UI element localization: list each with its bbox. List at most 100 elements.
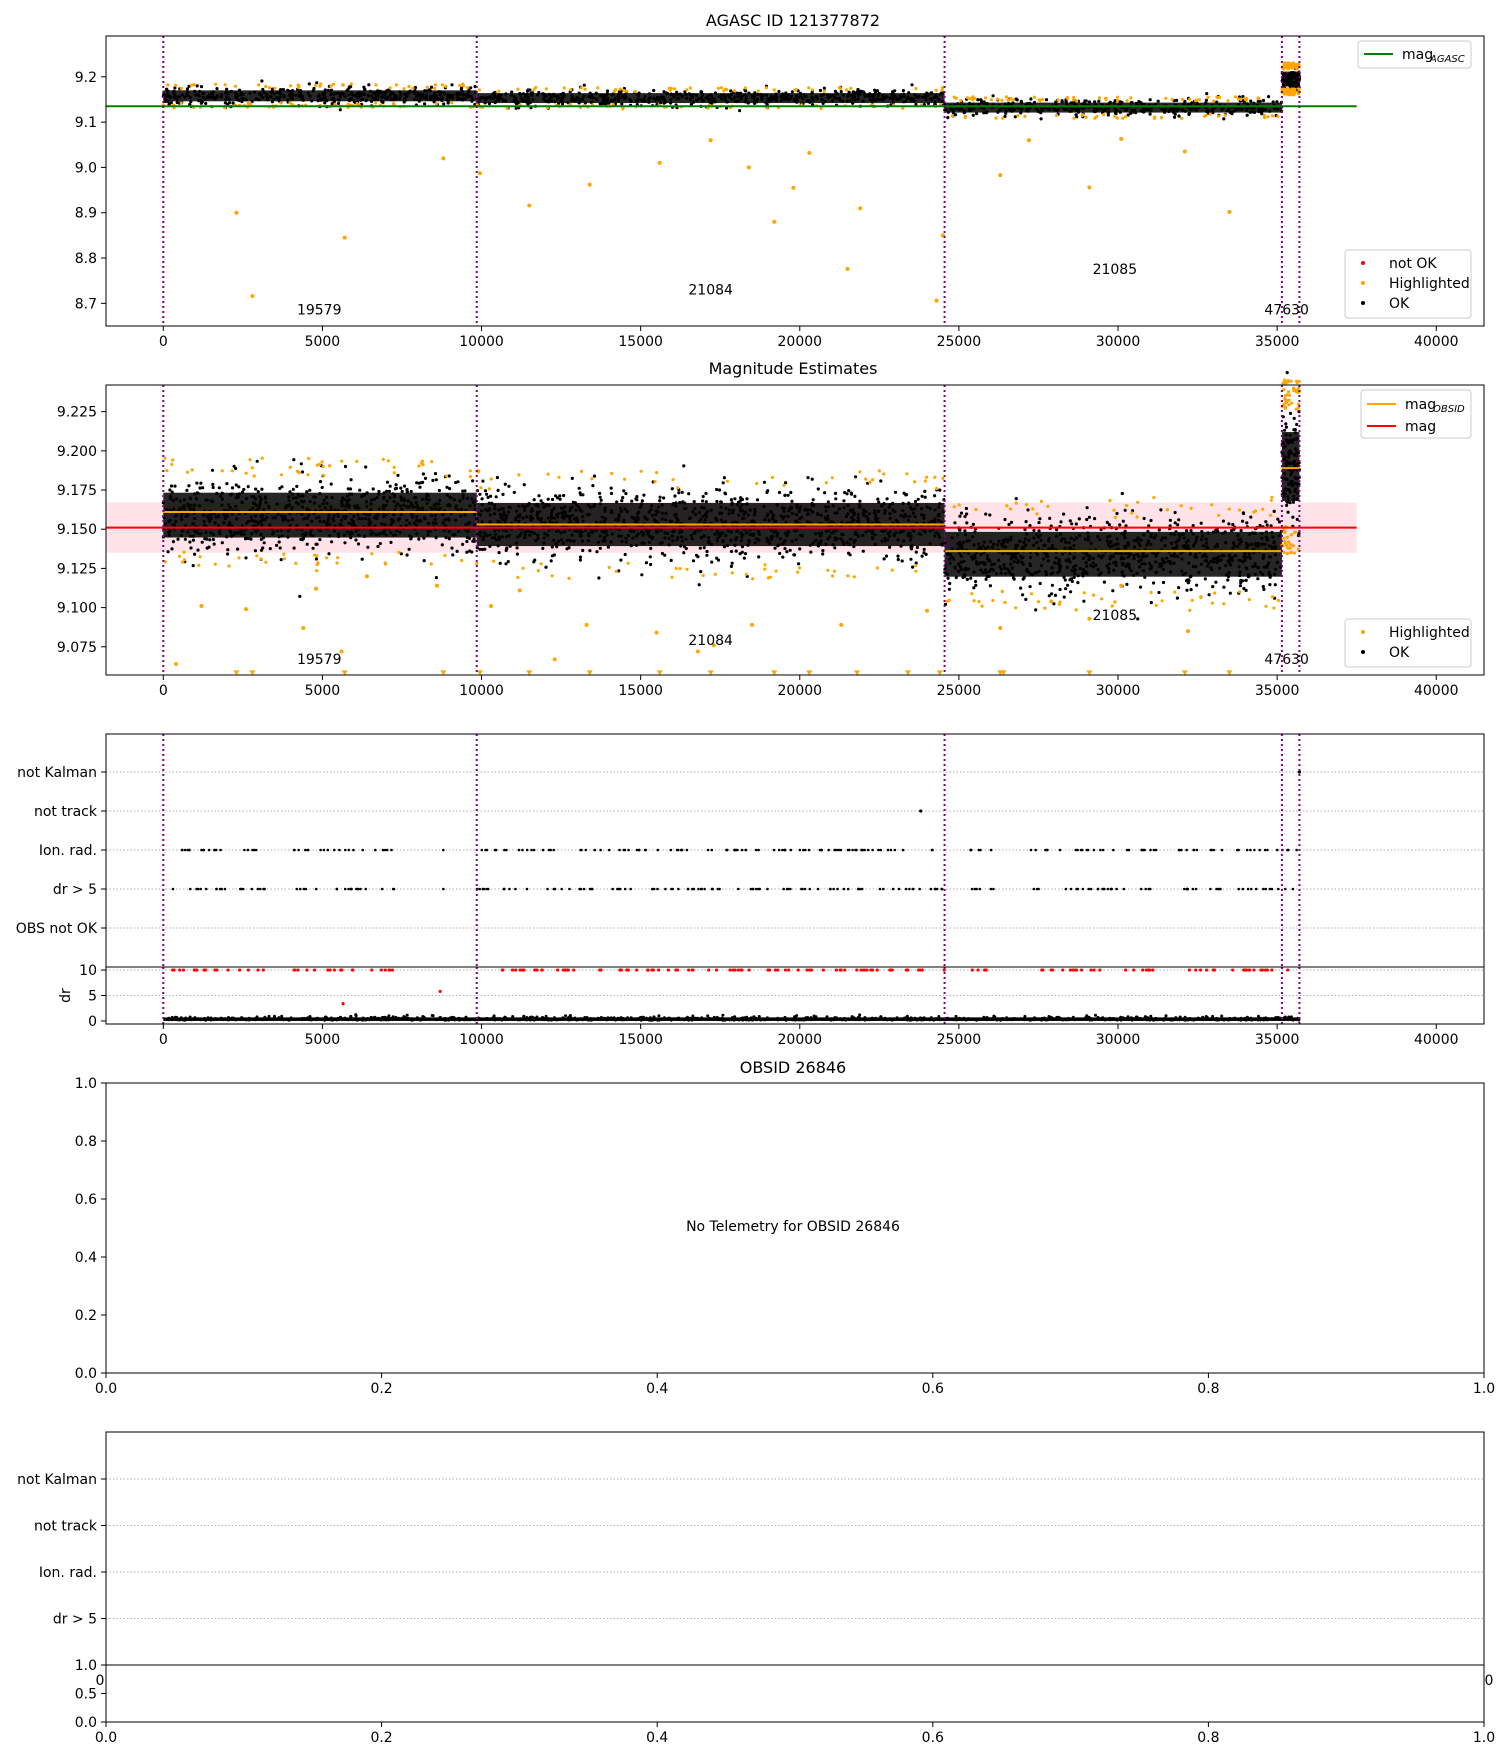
highlighted-point [174, 83, 178, 87]
ok-point [1138, 585, 1143, 589]
highlighted-point [905, 472, 909, 476]
ok-point [1189, 588, 1193, 592]
ok-point [504, 562, 508, 566]
highlighted-point [1016, 114, 1020, 118]
ok-point [1256, 577, 1260, 581]
ok-point [405, 487, 409, 492]
ok-point [450, 546, 454, 550]
ok-point [1059, 520, 1063, 524]
ok-point [1118, 523, 1122, 527]
ok-point [781, 555, 785, 559]
highlighted-point [1115, 116, 1119, 120]
ok-point [226, 102, 230, 106]
highlighted-point [708, 138, 713, 143]
ok-point [1285, 503, 1289, 507]
ok-point [1038, 517, 1042, 521]
ok-point [592, 474, 597, 478]
ok-point [469, 86, 473, 90]
ok-point [451, 553, 455, 557]
highlighted-point [618, 87, 622, 91]
ok-point [1013, 115, 1017, 119]
ok-point [1222, 117, 1226, 121]
ok-point [1120, 491, 1124, 496]
highlighted-point [250, 466, 254, 470]
ok-point [891, 90, 895, 94]
ok-point [622, 489, 626, 493]
ok-point [842, 499, 846, 503]
agasc-x-tick-label: 35000 [1255, 334, 1300, 350]
highlighted-point [331, 82, 336, 86]
ok-point [1177, 518, 1181, 522]
ok-point [598, 491, 602, 495]
ok-point [1275, 100, 1279, 104]
ok-point [598, 495, 602, 499]
ok-point [705, 549, 709, 554]
ok-point [455, 549, 459, 554]
ok-point [697, 583, 701, 587]
highlighted-point [590, 477, 594, 481]
highlighted-point [725, 479, 730, 483]
ok-point [539, 499, 543, 503]
ok-point [486, 495, 490, 499]
ok-point [537, 494, 541, 498]
highlighted-point [435, 101, 439, 106]
ok-point [204, 101, 208, 106]
agasc-y-tick-label: 9.0 [75, 160, 97, 176]
ok-point [964, 506, 969, 511]
ok-point [262, 541, 266, 545]
ok-point [532, 560, 536, 564]
ok-point [387, 489, 391, 493]
highlighted-point [768, 575, 773, 579]
highlighted-point [763, 563, 767, 567]
ok-point [1044, 98, 1049, 102]
ok-point [167, 102, 171, 106]
highlighted-point [858, 206, 863, 211]
highlighted-point [440, 83, 444, 87]
highlighted-point [676, 486, 680, 490]
ok-point [461, 542, 465, 547]
ok-point [311, 546, 315, 550]
highlighted-point [685, 567, 689, 571]
ok-point [896, 554, 900, 558]
ok-point [988, 584, 993, 588]
ok-point [279, 558, 283, 562]
ok-point [1189, 529, 1193, 533]
legend-label: mag [1402, 47, 1433, 63]
ok-point [1267, 95, 1271, 99]
ok-point [421, 472, 425, 476]
ok-point [384, 489, 389, 493]
ok-point [856, 87, 860, 92]
ok-point [445, 485, 449, 489]
ok-point [773, 546, 777, 550]
ok-point [879, 479, 883, 483]
ok-point [234, 466, 238, 471]
ok-point [185, 488, 189, 492]
highlighted-point [725, 88, 729, 92]
ok-point [696, 555, 700, 559]
ok-point [188, 540, 192, 544]
highlighted-point [1121, 116, 1125, 120]
ok-point [434, 576, 438, 580]
highlighted-point [868, 480, 872, 484]
ok-point [1204, 98, 1208, 102]
highlighted-point [1212, 99, 1216, 103]
highlighted-point [562, 86, 566, 90]
ok-point [698, 546, 702, 550]
highlighted-point [1152, 116, 1156, 120]
ok-point [705, 553, 709, 557]
highlighted-point [1075, 99, 1079, 103]
highlighted-point [370, 552, 374, 556]
highlighted-point [1233, 95, 1237, 99]
ok-point [729, 89, 733, 93]
highlighted-point [1236, 97, 1240, 101]
highlighted-point [248, 458, 252, 462]
ok-point [348, 85, 352, 89]
ok-point [1157, 590, 1161, 595]
ok-point [740, 550, 744, 554]
ok-point [191, 564, 195, 568]
ok-point [1009, 520, 1014, 524]
ok-point [1199, 521, 1203, 525]
highlighted-point [639, 469, 643, 473]
highlighted-point [220, 469, 224, 473]
ok-point [839, 90, 843, 94]
